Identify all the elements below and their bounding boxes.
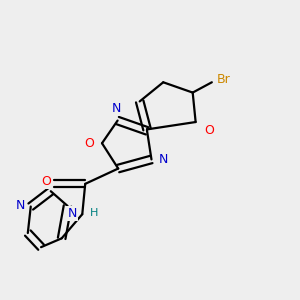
Text: N: N	[67, 207, 77, 220]
Text: Br: Br	[217, 73, 230, 86]
Text: O: O	[41, 175, 51, 188]
Text: N: N	[16, 199, 25, 212]
Text: N: N	[159, 153, 169, 166]
Text: N: N	[112, 102, 121, 115]
Text: O: O	[204, 124, 214, 137]
Text: H: H	[90, 208, 98, 218]
Text: O: O	[85, 137, 94, 150]
